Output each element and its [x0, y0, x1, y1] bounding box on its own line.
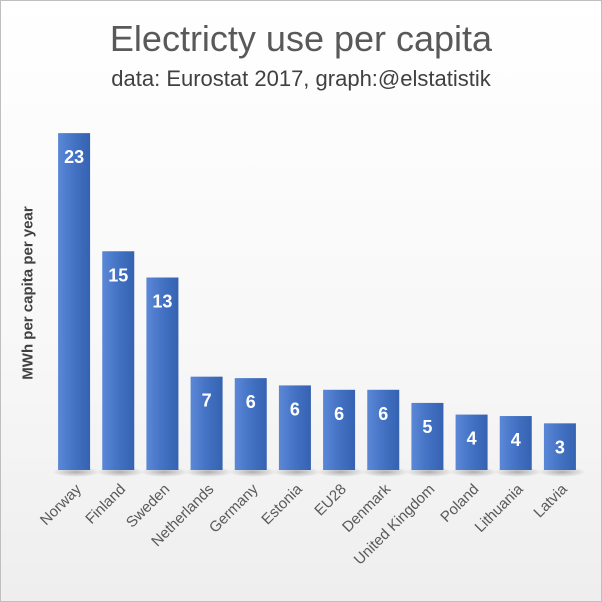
bar-value-label: 5 [422, 417, 432, 437]
x-tick-label: Norway [37, 480, 85, 528]
bar-latvia [543, 423, 576, 470]
bar-sweden [146, 277, 179, 470]
bar-netherlands [190, 376, 223, 470]
bar-norway [58, 133, 91, 470]
bar-estonia [278, 385, 311, 470]
bar-value-label: 4 [467, 429, 477, 449]
chart-title: Electricty use per capita [109, 18, 493, 59]
x-tick-label: Germany [206, 480, 262, 536]
bar-value-label: 6 [378, 404, 388, 424]
x-tick-label: Finland [82, 481, 129, 528]
x-tick-label: Latvia [530, 480, 571, 521]
bar-value-label: 6 [290, 399, 300, 419]
bar-united-kingdom [411, 402, 444, 470]
bar-value-label: 15 [108, 265, 128, 285]
chart-subtitle: data: Eurostat 2017, graph:@elstatistik [111, 66, 491, 91]
bar-value-label: 6 [246, 392, 256, 412]
bar-finland [102, 251, 135, 470]
bar-lithuania [499, 416, 532, 470]
x-tick-label: Estonia [258, 480, 306, 528]
bar-value-label: 3 [555, 437, 565, 457]
bar-value-label: 6 [334, 404, 344, 424]
bar-denmark [367, 389, 400, 470]
bar-value-label: 13 [152, 292, 172, 312]
bar-poland [455, 414, 488, 470]
x-tick-label: United Kingdom [351, 481, 438, 568]
x-tick-label: Lithuania [472, 480, 528, 536]
bar-value-label: 4 [511, 430, 521, 450]
bar-eu28 [323, 389, 356, 470]
bar-value-label: 23 [64, 147, 84, 167]
x-tick-label: EU28 [311, 481, 350, 520]
bar-germany [234, 378, 267, 470]
bar-value-label: 7 [202, 391, 212, 411]
